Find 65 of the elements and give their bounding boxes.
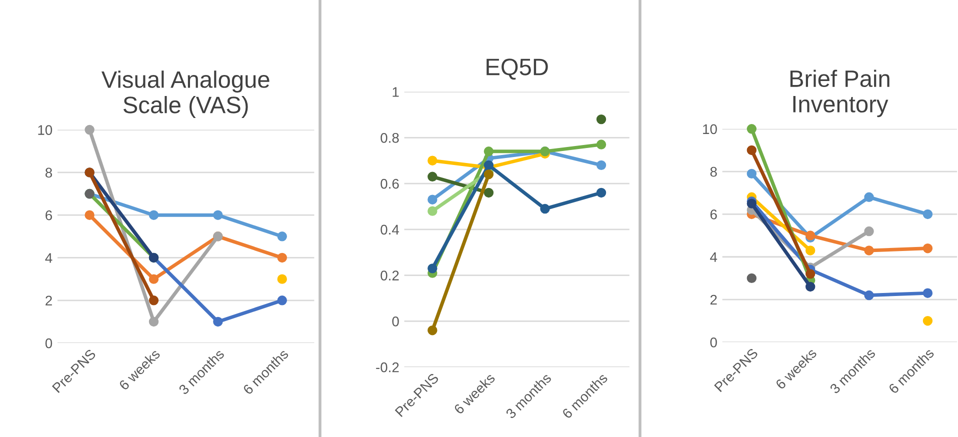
y-tick-label: 6	[46, 210, 52, 220]
y-tick-label: 2	[46, 296, 52, 306]
point	[428, 326, 438, 336]
point	[746, 168, 757, 179]
point	[922, 288, 933, 298]
point	[805, 282, 816, 292]
point	[922, 243, 933, 254]
y-tick-label: 0.6	[380, 178, 399, 189]
point	[596, 114, 606, 124]
point	[596, 140, 606, 150]
point	[746, 124, 757, 134]
point	[84, 124, 94, 135]
point	[484, 160, 494, 170]
y-tick-label: 10	[703, 124, 717, 134]
chart-title: Brief Pain Inventory	[790, 70, 890, 118]
point	[484, 188, 494, 198]
y-tick-label: 0.4	[380, 224, 400, 235]
point	[864, 290, 874, 300]
y-tick-label: 0	[45, 338, 52, 348]
point	[805, 246, 816, 256]
point	[746, 145, 757, 156]
chart-title: EQ5D	[486, 58, 548, 80]
point	[484, 146, 494, 156]
point	[746, 273, 757, 284]
point	[428, 206, 438, 216]
point	[805, 269, 816, 279]
point	[484, 170, 494, 180]
y-tick-label: -0.2	[376, 362, 399, 372]
y-tick-label: 6	[710, 210, 717, 220]
point	[213, 316, 223, 327]
point	[805, 230, 816, 240]
y-tick-label: 2	[710, 294, 717, 305]
point	[84, 210, 94, 220]
point	[864, 192, 874, 202]
point	[428, 264, 438, 274]
point	[864, 226, 874, 236]
point	[428, 194, 438, 204]
point	[277, 252, 287, 263]
y-tick-label: 1	[392, 87, 399, 97]
point	[540, 204, 550, 214]
y-tick-label: 10	[38, 125, 52, 135]
point	[148, 316, 159, 327]
point	[428, 156, 438, 166]
point	[213, 210, 223, 220]
y-tick-label: 8	[710, 166, 717, 177]
point	[148, 210, 159, 220]
point	[277, 232, 287, 242]
y-tick-label: 8	[46, 168, 52, 178]
point	[596, 160, 606, 170]
point	[148, 274, 159, 284]
point	[277, 296, 287, 306]
point	[428, 172, 438, 182]
y-tick-label: 0.8	[380, 132, 399, 143]
point	[864, 246, 874, 256]
y-tick-label: 0	[710, 338, 717, 348]
point	[148, 296, 159, 306]
point	[922, 316, 933, 326]
chart-title: Visual Analogue Scale (VAS)	[101, 70, 270, 118]
point	[922, 209, 933, 220]
point	[277, 274, 287, 284]
y-tick-label: 4	[45, 253, 52, 263]
point	[596, 188, 606, 198]
y-tick-label: 0	[392, 316, 399, 326]
y-tick-label: 0.2	[380, 270, 399, 280]
y-tick-label: 4	[710, 252, 718, 262]
